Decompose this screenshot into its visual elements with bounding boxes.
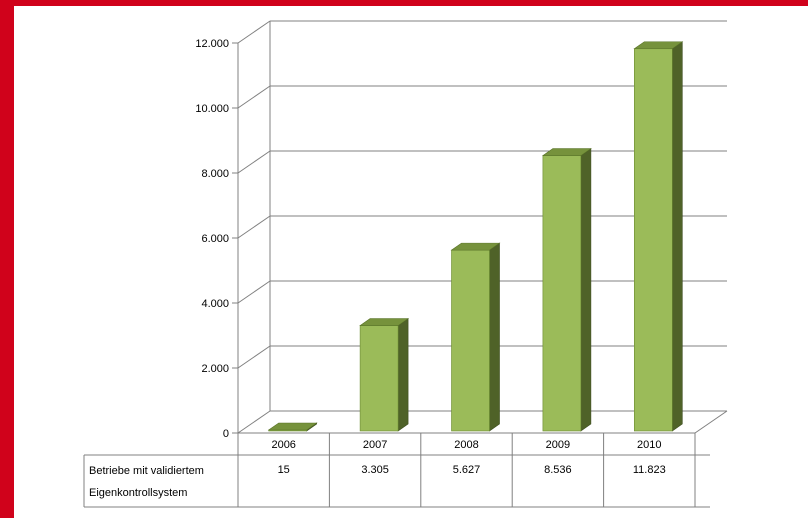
bar-top-face xyxy=(541,148,592,156)
y-axis-ticks: 0 2.000 4.000 6.000 8.000 10.000 12.000 xyxy=(195,38,229,440)
y-tick-label: 2.000 xyxy=(201,363,229,375)
bar-top-face xyxy=(359,318,410,326)
bar-front-face xyxy=(359,325,399,432)
x-tick-label: 2008 xyxy=(454,439,478,451)
bar-front-face xyxy=(633,48,673,432)
bar-2009 xyxy=(541,148,592,432)
bar-top-face xyxy=(267,422,318,431)
x-tick-label: 2006 xyxy=(271,439,295,451)
table-row-label-line1: Betriebe mit validiertem xyxy=(89,465,204,477)
gridline-diagonal xyxy=(237,280,271,304)
y-tick-label: 10.000 xyxy=(195,103,229,115)
gridline-diagonal xyxy=(237,20,271,44)
y-tick-label: 12.000 xyxy=(195,38,229,50)
bar-2007 xyxy=(359,318,410,432)
gridline-diagonal xyxy=(237,85,271,109)
bar-2010 xyxy=(633,41,684,432)
table-row-label-line2: Eigenkontrollsystem xyxy=(89,487,187,499)
gridline-diagonal xyxy=(237,410,271,434)
gridline-diagonal xyxy=(237,215,271,239)
gridline-diagonal xyxy=(237,150,271,174)
y-tick-label: 8.000 xyxy=(201,168,229,180)
bars xyxy=(267,41,684,432)
y-tick-label: 4.000 xyxy=(201,298,229,310)
x-tick-label: 2007 xyxy=(363,439,387,451)
x-tick-label: 2010 xyxy=(637,439,661,451)
data-table: Betriebe mit validiertem Eigenkontrollsy… xyxy=(83,433,710,508)
y-tick-label: 0 xyxy=(223,428,229,440)
bar-2006 xyxy=(267,422,318,432)
gridline-diagonal xyxy=(237,345,271,369)
x-tick-label: 2009 xyxy=(546,439,570,451)
y-tick-label: 6.000 xyxy=(201,233,229,245)
floor-right-edge xyxy=(694,410,728,434)
bar-side-face xyxy=(671,41,683,432)
bar-top-face xyxy=(450,242,501,251)
top-border-bar xyxy=(0,0,808,6)
data-label: 5.627 xyxy=(453,464,481,476)
data-label: 8.536 xyxy=(544,464,572,476)
bar-side-face xyxy=(489,242,500,432)
data-label: 15 xyxy=(278,464,290,476)
data-label: 11.823 xyxy=(633,464,666,476)
data-label: 3.305 xyxy=(361,464,389,476)
bar-side-face xyxy=(580,148,592,432)
bar-front-face xyxy=(542,155,582,432)
bar-2008 xyxy=(450,242,501,432)
left-border-bar xyxy=(0,0,14,518)
bar-front-face xyxy=(451,249,490,432)
bar-side-face xyxy=(397,318,409,432)
bar-top-face xyxy=(633,41,684,50)
